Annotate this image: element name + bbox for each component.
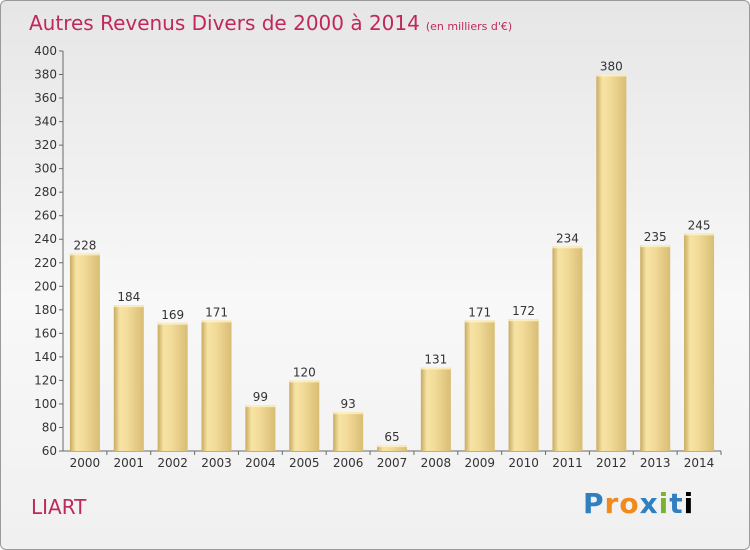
proxiti-logo[interactable]: Proxiti <box>583 487 694 520</box>
x-tick-label: 2006 <box>333 456 364 470</box>
bar-value-label: 245 <box>688 218 711 232</box>
bar-value-label: 131 <box>424 352 447 366</box>
y-tick-label: 100 <box>34 397 57 411</box>
bar-value-label: 93 <box>340 397 355 411</box>
bar-top-highlight <box>420 367 451 370</box>
x-tick-label: 2003 <box>201 456 232 470</box>
logo-letter: t <box>669 487 684 520</box>
y-tick-label: 260 <box>34 209 57 223</box>
bar-value-label: 234 <box>556 231 579 245</box>
bar <box>289 380 320 451</box>
bar-top-highlight <box>333 412 364 415</box>
x-tick-label: 2001 <box>114 456 145 470</box>
x-tick-label: 2000 <box>70 456 101 470</box>
bar-value-label: 65 <box>384 430 399 444</box>
logo-letter: i <box>683 487 695 520</box>
bar-value-label: 228 <box>73 238 96 252</box>
y-tick-label: 160 <box>34 326 57 340</box>
chart-value-labels: 228 184 169 171 99 120 93 65 131 171 172 234 380 235 2… <box>73 60 710 445</box>
bar-top-highlight <box>552 246 583 249</box>
bar <box>552 246 583 451</box>
x-tick-label: 2010 <box>508 456 539 470</box>
x-tick-label: 2005 <box>289 456 320 470</box>
bar-top-highlight <box>464 320 495 323</box>
y-tick-label: 340 <box>34 115 57 129</box>
x-tick-label: 2007 <box>377 456 408 470</box>
bar-top-highlight <box>596 74 627 77</box>
bar-value-label: 184 <box>117 290 140 304</box>
bar <box>640 245 671 451</box>
logo-letter: o <box>619 487 640 520</box>
logo-letter: P <box>583 487 605 520</box>
y-tick-label: 400 <box>34 44 57 58</box>
chart-bars <box>69 74 715 451</box>
x-tick-label: 2011 <box>552 456 583 470</box>
bar <box>333 412 364 451</box>
y-tick-label: 60 <box>42 444 57 458</box>
y-tick-label: 300 <box>34 162 57 176</box>
y-tick-label: 240 <box>34 232 57 246</box>
y-tick-label: 180 <box>34 303 57 317</box>
bar <box>420 367 451 451</box>
bar <box>464 320 495 451</box>
bar-value-label: 172 <box>512 304 535 318</box>
x-tick-label: 2004 <box>245 456 276 470</box>
bar <box>508 319 539 451</box>
bar-value-label: 169 <box>161 308 184 322</box>
chart-subtitle: (en milliers d'€) <box>425 20 513 33</box>
bar <box>113 305 144 451</box>
x-tick-label: 2013 <box>640 456 671 470</box>
bar-value-label: 120 <box>293 365 316 379</box>
bar <box>596 74 627 451</box>
chart-title: Autres Revenus Divers de 2000 à 2014 (en … <box>29 11 512 35</box>
bar-value-label: 380 <box>600 60 623 74</box>
x-tick-label: 2014 <box>684 456 715 470</box>
commune-name: LIART <box>31 495 87 519</box>
bar-top-highlight <box>684 233 715 236</box>
y-tick-label: 80 <box>42 420 57 434</box>
bar-top-highlight <box>157 322 188 325</box>
logo-letter: r <box>604 487 620 520</box>
bar <box>377 445 407 451</box>
x-tick-label: 2012 <box>596 456 627 470</box>
bar-top-highlight <box>201 320 232 323</box>
y-tick-label: 140 <box>34 350 57 364</box>
bar-top-highlight <box>377 445 407 448</box>
bar-top-highlight <box>289 380 320 383</box>
bar-value-label: 171 <box>468 305 491 319</box>
bar <box>69 253 100 451</box>
bar <box>245 405 276 451</box>
y-tick-label: 380 <box>34 68 57 82</box>
bar <box>157 322 188 451</box>
y-tick-label: 200 <box>34 279 57 293</box>
bar <box>201 320 232 451</box>
chart-axes: 60 80 100 120 140 160 180 200 220 240 260 280 300 320… <box>34 44 722 470</box>
bar-value-label: 171 <box>205 305 228 319</box>
bar-top-highlight <box>245 405 276 408</box>
bar-value-label: 99 <box>253 390 268 404</box>
chart-title-text: Autres Revenus Divers de 2000 à 2014 <box>29 11 420 35</box>
bar-top-highlight <box>113 305 144 308</box>
logo-letter: i <box>658 487 670 520</box>
x-tick-label: 2002 <box>157 456 188 470</box>
logo-letter: x <box>639 487 659 520</box>
y-tick-label: 360 <box>34 91 57 105</box>
y-tick-label: 320 <box>34 138 57 152</box>
y-tick-label: 120 <box>34 373 57 387</box>
y-tick-label: 220 <box>34 256 57 270</box>
bar-top-highlight <box>508 319 539 322</box>
y-tick-label: 280 <box>34 185 57 199</box>
x-tick-label: 2008 <box>421 456 452 470</box>
bar <box>684 233 715 451</box>
bar-value-label: 235 <box>644 230 667 244</box>
bar-top-highlight <box>640 245 671 248</box>
bar-top-highlight <box>69 253 100 256</box>
x-tick-label: 2009 <box>464 456 495 470</box>
